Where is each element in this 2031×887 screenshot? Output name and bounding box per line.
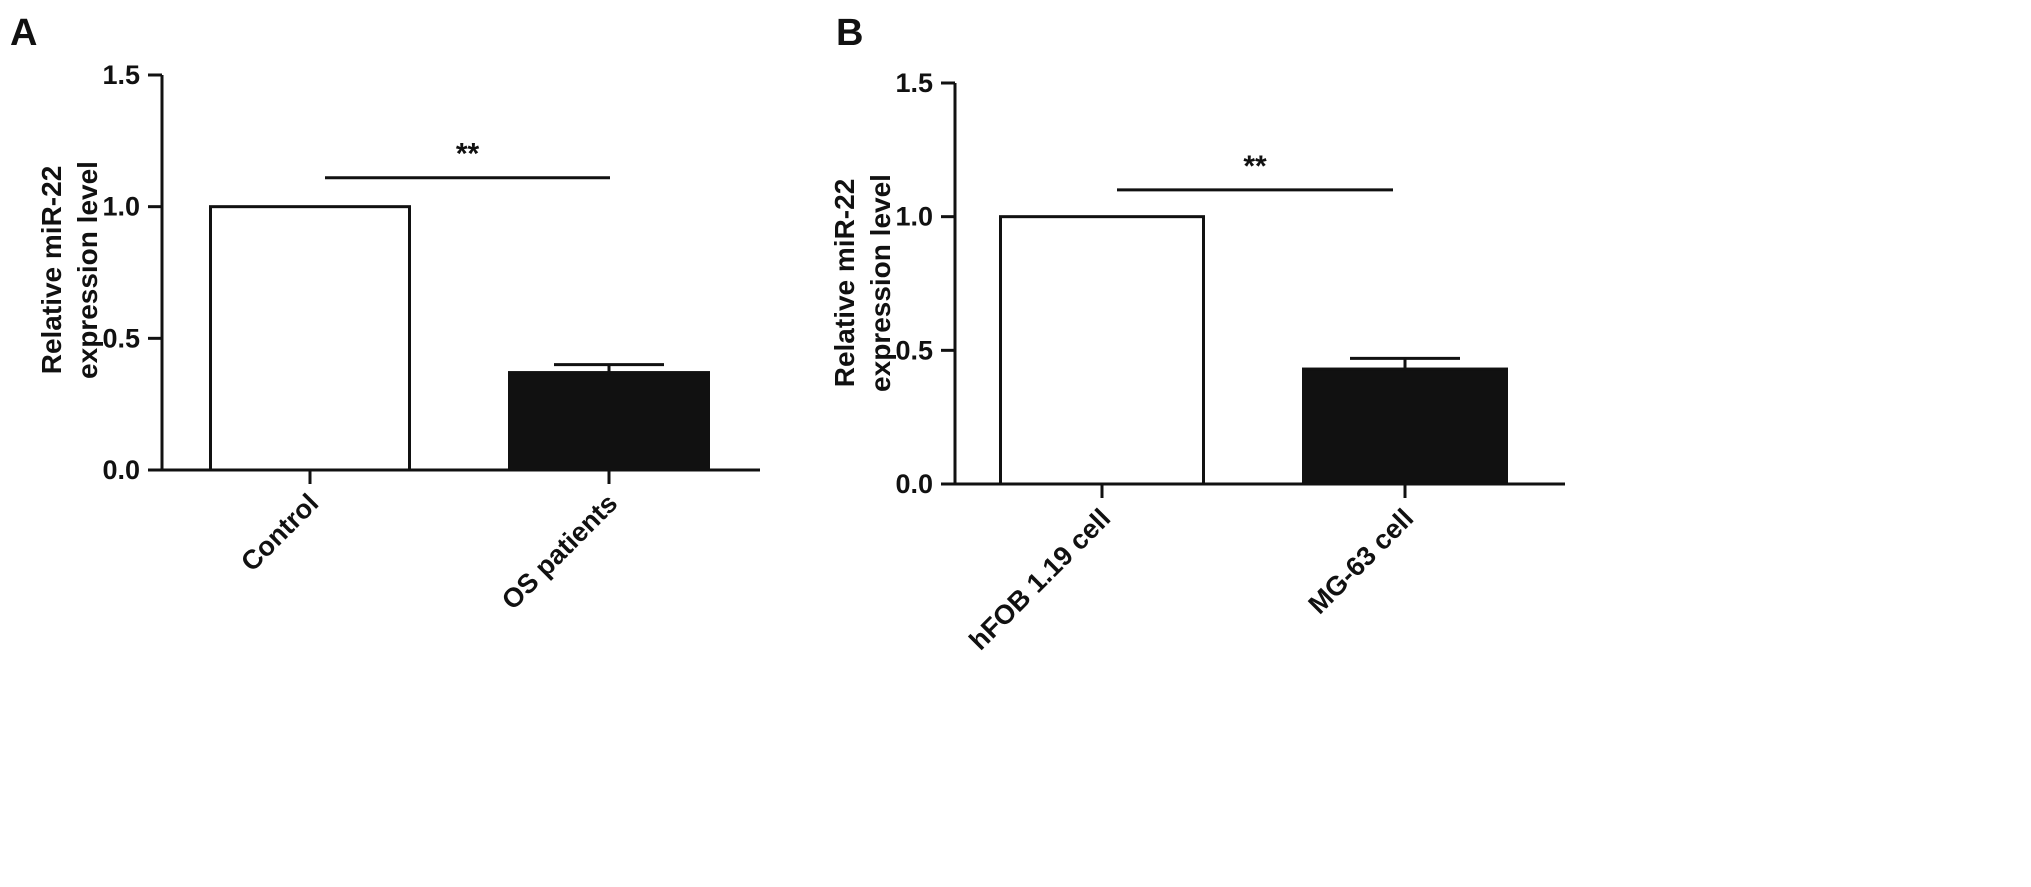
y-tick-label: 1.0	[895, 202, 933, 232]
y-axis-title-line1: Relative miR-22	[829, 179, 860, 388]
y-tick-label: 0.0	[895, 469, 933, 499]
significance-label: **	[456, 138, 480, 171]
y-axis-title-line2: expression level	[72, 161, 103, 379]
category-label: MG-63 cell	[1303, 503, 1420, 620]
category-label: Control	[235, 488, 324, 577]
y-tick-label: 0.5	[102, 323, 140, 353]
y-tick-label: 0.5	[895, 335, 933, 365]
y-tick-label: 1.5	[895, 68, 933, 98]
bar-1	[209, 205, 411, 472]
panel-b: B Relative miR-22 expression level 0.0 0.5 1.…	[829, 12, 1565, 656]
y-axis-title-line1: Relative miR-22	[36, 166, 67, 375]
y-tick-label: 0.0	[102, 455, 140, 485]
y-tick-label: 1.5	[102, 60, 140, 90]
bar-1	[999, 215, 1205, 486]
bar-2	[508, 371, 710, 472]
category-label: OS patients	[496, 488, 623, 615]
panel-a: A Relative miR-22 expression level 0.0 0.5 1.…	[10, 12, 760, 615]
bar-2	[1302, 367, 1508, 486]
panel-letter: B	[836, 12, 863, 54]
y-tick-label: 1.0	[102, 192, 140, 222]
category-label: hFOB 1.19 cell	[963, 503, 1116, 656]
y-axis-title-line2: expression level	[865, 174, 896, 392]
panel-letter: A	[10, 12, 37, 54]
significance-label: **	[1243, 150, 1267, 183]
